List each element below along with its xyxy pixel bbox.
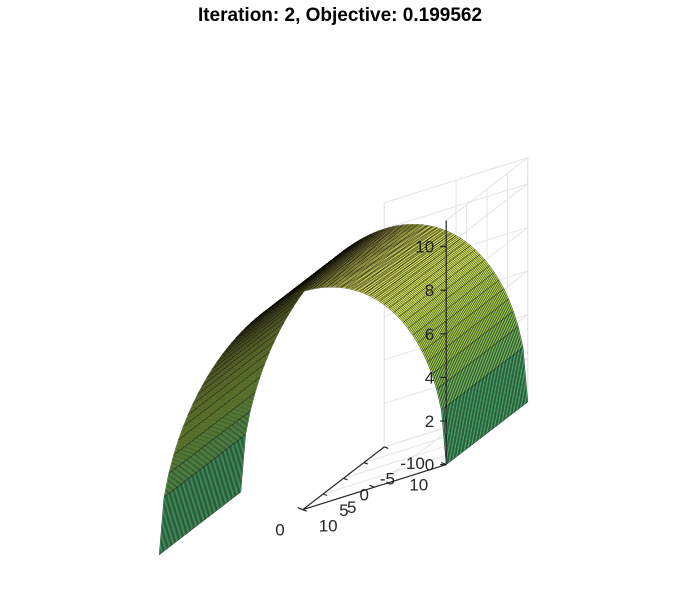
chart-title: Iteration: 2, Objective: 0.199562 <box>198 5 482 26</box>
surface-patch <box>158 495 166 556</box>
x-tick-label: 0 <box>360 485 369 504</box>
y-tick-mark <box>369 484 375 488</box>
y-tick-label: 10 <box>409 476 428 495</box>
z-tick-label: 2 <box>425 412 434 431</box>
gridline-y <box>374 423 457 488</box>
z-tick-label: 8 <box>425 281 434 300</box>
axes <box>297 220 447 512</box>
y-tick-mark <box>297 507 303 511</box>
z-tick-label: 6 <box>425 325 434 344</box>
z-tick-label: 4 <box>425 368 434 387</box>
x-tick-mark <box>322 493 328 497</box>
x-tick-label: -10 <box>400 454 425 473</box>
surface-mesh <box>158 224 529 556</box>
z-tick-label: 10 <box>415 238 434 257</box>
x-tick-mark <box>302 509 307 512</box>
y-tick-label: 5 <box>347 498 356 517</box>
x-tick-label: 5 <box>339 501 348 520</box>
y-axis-line <box>302 464 447 511</box>
x-tick-label: -5 <box>380 470 395 489</box>
x-tick-mark <box>384 446 389 449</box>
x-tick-mark <box>363 462 369 465</box>
x-tick-label: 10 <box>319 517 338 536</box>
z-tick-label: 0 <box>425 456 434 475</box>
x-tick-mark <box>343 477 348 481</box>
y-tick-label: 0 <box>275 521 284 540</box>
